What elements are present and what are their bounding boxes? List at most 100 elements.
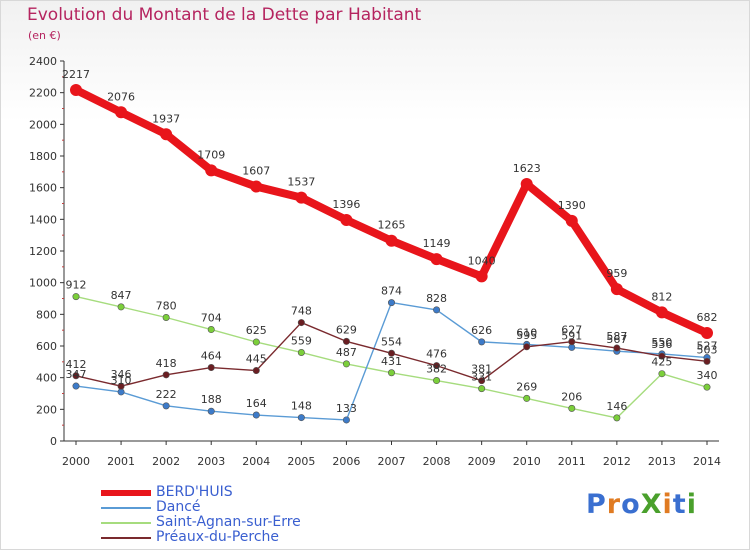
data-label: 912 — [66, 279, 87, 292]
x-tick-label: 2001 — [107, 455, 135, 468]
legend-item: BERD'HUIS — [101, 484, 361, 500]
y-tick-label: 1000 — [29, 277, 57, 290]
legend: BERD'HUIS Dancé Saint-Agnan-sur-Erre Pré… — [101, 484, 361, 545]
data-label: 591 — [561, 329, 582, 342]
data-point — [117, 382, 125, 390]
data-label: 748 — [291, 305, 312, 318]
y-tick-label: 1800 — [29, 150, 57, 163]
data-point — [162, 371, 170, 379]
series-points — [70, 83, 713, 424]
data-label: 148 — [291, 400, 312, 413]
data-point — [340, 213, 353, 226]
data-point — [207, 364, 215, 372]
logo-letter: r — [606, 489, 622, 520]
data-label: 828 — [426, 292, 447, 305]
data-point — [207, 407, 215, 415]
legend-label: BERD'HUIS — [156, 484, 233, 500]
data-label: 682 — [697, 311, 718, 324]
data-point — [297, 414, 305, 422]
data-label: 418 — [156, 357, 177, 370]
data-point — [72, 382, 80, 390]
y-tick-label: 600 — [36, 340, 57, 353]
data-point — [162, 313, 170, 321]
data-label: 464 — [201, 350, 222, 363]
data-label: 629 — [336, 323, 357, 336]
data-point — [658, 352, 666, 360]
data-label: 206 — [561, 390, 582, 403]
data-label: 445 — [246, 353, 267, 366]
data-point — [703, 357, 711, 365]
data-point — [207, 326, 215, 334]
data-label: 425 — [651, 356, 672, 369]
data-point — [117, 303, 125, 311]
data-point — [613, 344, 621, 352]
legend-label: Préaux-du-Perche — [156, 529, 280, 545]
y-tick-label: 1600 — [29, 182, 57, 195]
data-label: 1390 — [558, 199, 586, 212]
data-label: 1265 — [378, 219, 406, 232]
data-label: 559 — [291, 334, 312, 347]
x-tick-label: 2010 — [513, 455, 541, 468]
data-label: 1623 — [513, 162, 541, 175]
logo-letter: i — [686, 489, 697, 520]
data-label: 1537 — [287, 176, 315, 189]
data-point — [478, 338, 486, 346]
axes: 0 200 400 600 800 1000 1200 1400 1600 1800 2000 220… — [29, 55, 721, 468]
legend-swatch — [101, 522, 151, 524]
data-point — [613, 414, 621, 422]
data-label: 382 — [426, 363, 447, 376]
data-point — [162, 402, 170, 410]
data-point — [342, 360, 350, 368]
data-point — [523, 394, 531, 402]
legend-label: Saint-Agnan-sur-Erre — [156, 514, 301, 530]
data-label: 959 — [606, 267, 627, 280]
data-point — [655, 306, 668, 319]
data-point — [252, 411, 260, 419]
data-label: 2076 — [107, 90, 135, 103]
x-tick-label: 2007 — [378, 455, 406, 468]
data-label: 704 — [201, 312, 222, 325]
data-label: 412 — [66, 358, 87, 371]
data-label: 567 — [606, 333, 627, 346]
data-label: 627 — [561, 324, 582, 337]
proxiti-logo: ProXiti — [586, 489, 697, 520]
legend-item: Saint-Agnan-sur-Erre — [101, 514, 361, 530]
data-point — [205, 164, 218, 177]
x-tick-label: 2014 — [693, 455, 721, 468]
data-label: 269 — [516, 380, 537, 393]
data-label: 188 — [201, 393, 222, 406]
data-label: 164 — [246, 397, 267, 410]
legend-swatch — [101, 537, 151, 539]
data-point — [433, 306, 441, 314]
data-label: 1149 — [423, 237, 451, 250]
data-label: 503 — [697, 343, 718, 356]
x-tick-label: 2006 — [332, 455, 360, 468]
data-label: 431 — [381, 355, 402, 368]
data-labels: 912 847 780 704 625 559 487 431 382 331 269 206 146 4… — [62, 68, 718, 415]
data-label: 874 — [381, 285, 402, 298]
x-tick-label: 2008 — [423, 455, 451, 468]
data-point — [478, 377, 486, 385]
data-label: 812 — [651, 290, 672, 303]
data-point — [250, 180, 263, 193]
data-point — [658, 370, 666, 378]
data-label: 527 — [697, 340, 718, 353]
data-point — [430, 253, 443, 266]
legend-label: Dancé — [156, 499, 201, 515]
data-point — [568, 404, 576, 412]
x-tick-label: 2012 — [603, 455, 631, 468]
data-point — [72, 372, 80, 380]
data-label: 1040 — [468, 254, 496, 267]
y-tick-label: 2400 — [29, 55, 57, 68]
data-label: 2217 — [62, 68, 90, 81]
data-label: 347 — [66, 368, 87, 381]
data-point — [387, 369, 395, 377]
data-point — [160, 128, 173, 141]
data-point — [475, 270, 488, 283]
chart-title: Evolution du Montant de la Dette par Hab… — [27, 5, 422, 25]
data-point — [252, 367, 260, 375]
data-point — [565, 214, 578, 227]
data-point — [72, 293, 80, 301]
data-label: 536 — [651, 338, 672, 351]
